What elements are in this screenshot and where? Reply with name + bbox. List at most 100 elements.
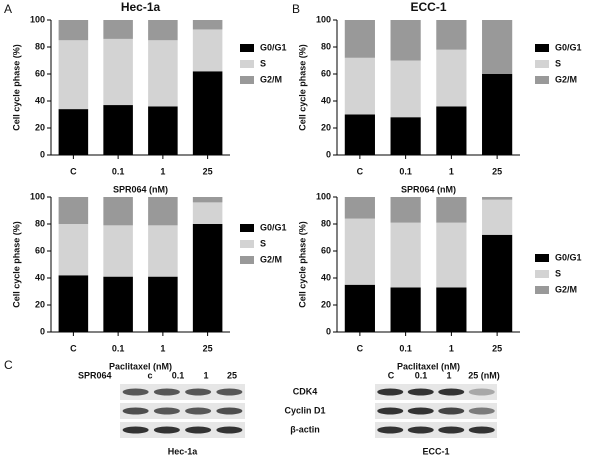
blot-band xyxy=(468,388,495,396)
bar-segment xyxy=(344,284,375,332)
legend-swatch xyxy=(240,256,254,264)
cell-line-label: ECC-1 xyxy=(422,446,449,456)
bar-segment xyxy=(390,60,421,118)
lane-label: 1 xyxy=(446,370,451,380)
y-axis-label: Cell cycle phase (%) xyxy=(11,221,21,308)
legend-swatch xyxy=(535,270,549,278)
lane-label: 0.1 xyxy=(415,370,428,380)
y-tick-label: 60 xyxy=(321,245,331,255)
bar-segment xyxy=(103,197,133,226)
legend-label: G2/M xyxy=(260,74,282,84)
legend-swatch xyxy=(535,286,549,294)
y-axis-label: Cell cycle phase (%) xyxy=(11,44,21,131)
blot-band xyxy=(153,426,180,434)
bar-segment xyxy=(192,20,223,30)
protein-label: CDK4 xyxy=(293,386,318,396)
y-tick-label: 0 xyxy=(326,149,331,159)
bar-segment xyxy=(436,20,467,50)
blot-band xyxy=(407,407,434,415)
y-tick-label: 100 xyxy=(316,191,331,201)
y-tick-label: 100 xyxy=(30,191,45,201)
bar-segment xyxy=(482,20,513,74)
blot-band xyxy=(468,426,495,434)
blot-band xyxy=(216,407,243,415)
y-tick-label: 60 xyxy=(35,245,45,255)
blot-band xyxy=(377,426,404,434)
blot-band xyxy=(122,426,149,434)
bar-segment xyxy=(58,109,89,155)
legend-label: G0/G1 xyxy=(260,222,287,232)
panel-label: B xyxy=(292,2,300,16)
legend-swatch xyxy=(240,224,254,232)
lane-label: 25 xyxy=(227,370,237,380)
blot-band xyxy=(438,426,465,434)
x-tick-label: 25 xyxy=(492,343,502,353)
bar-segment xyxy=(192,29,223,72)
y-tick-label: 40 xyxy=(321,272,331,282)
x-tick-label: 0.1 xyxy=(112,343,125,353)
bar-segment xyxy=(390,117,421,155)
blot-strip xyxy=(375,384,497,400)
bar-segment xyxy=(148,106,178,155)
y-axis-label: Cell cycle phase (%) xyxy=(297,44,307,131)
x-tick-label: C xyxy=(357,343,364,353)
bar-segment xyxy=(103,20,133,39)
bar-segment xyxy=(344,20,375,58)
panel-label: C xyxy=(4,358,13,372)
bar-segment xyxy=(103,225,133,277)
bar-segment xyxy=(58,197,89,224)
y-tick-label: 80 xyxy=(321,218,331,228)
blot-band xyxy=(122,407,149,415)
blot-band xyxy=(407,388,434,396)
blot-band xyxy=(216,426,243,434)
legend-label: G2/M xyxy=(555,284,577,294)
bar-segment xyxy=(482,234,513,332)
blot-treatment: SPR064 xyxy=(78,370,112,380)
y-tick-label: 40 xyxy=(35,95,45,105)
blot-band xyxy=(468,407,495,415)
bar-segment xyxy=(344,218,375,285)
legend-label: G2/M xyxy=(260,254,282,264)
x-tick-label: 1 xyxy=(160,166,165,176)
x-axis-label: SPR064 (nM) xyxy=(113,184,168,194)
chart-title: Hec-1a xyxy=(121,0,161,14)
x-tick-label: 1 xyxy=(449,343,454,353)
x-tick-label: C xyxy=(357,166,364,176)
x-tick-label: 0.1 xyxy=(112,166,125,176)
x-tick-label: 25 xyxy=(492,166,502,176)
lane-label: C xyxy=(388,370,395,380)
y-tick-label: 20 xyxy=(321,122,331,132)
y-tick-label: 0 xyxy=(40,326,45,336)
x-tick-label: 25 xyxy=(203,166,213,176)
legend-label: G0/G1 xyxy=(260,42,287,52)
blot-strip xyxy=(120,422,245,438)
bar-segment xyxy=(192,197,223,203)
bar-segment xyxy=(482,74,513,155)
cell-line-label: Hec-1a xyxy=(168,446,199,456)
blot-strip xyxy=(120,384,245,400)
y-tick-label: 0 xyxy=(326,326,331,336)
legend-swatch xyxy=(535,60,549,68)
blot-band xyxy=(185,426,212,434)
bar-segment xyxy=(148,197,178,226)
x-tick-label: C xyxy=(70,166,77,176)
legend-swatch xyxy=(535,76,549,84)
protein-label: Cyclin D1 xyxy=(284,405,325,415)
x-tick-label: 0.1 xyxy=(399,166,412,176)
legend-label: S xyxy=(555,58,561,68)
bar-segment xyxy=(344,57,375,115)
legend-swatch xyxy=(240,44,254,52)
y-tick-label: 80 xyxy=(35,41,45,51)
bar-segment xyxy=(103,38,133,106)
x-tick-label: 0.1 xyxy=(399,343,412,353)
blot-band xyxy=(216,388,243,396)
legend-swatch xyxy=(240,76,254,84)
bar-segment xyxy=(148,20,178,41)
bar-segment xyxy=(58,40,89,110)
bar-segment xyxy=(103,105,133,155)
x-tick-label: 1 xyxy=(449,166,454,176)
bar-segment xyxy=(148,276,178,332)
x-tick-label: 1 xyxy=(160,343,165,353)
bar-segment xyxy=(192,71,223,155)
legend-swatch xyxy=(535,44,549,52)
